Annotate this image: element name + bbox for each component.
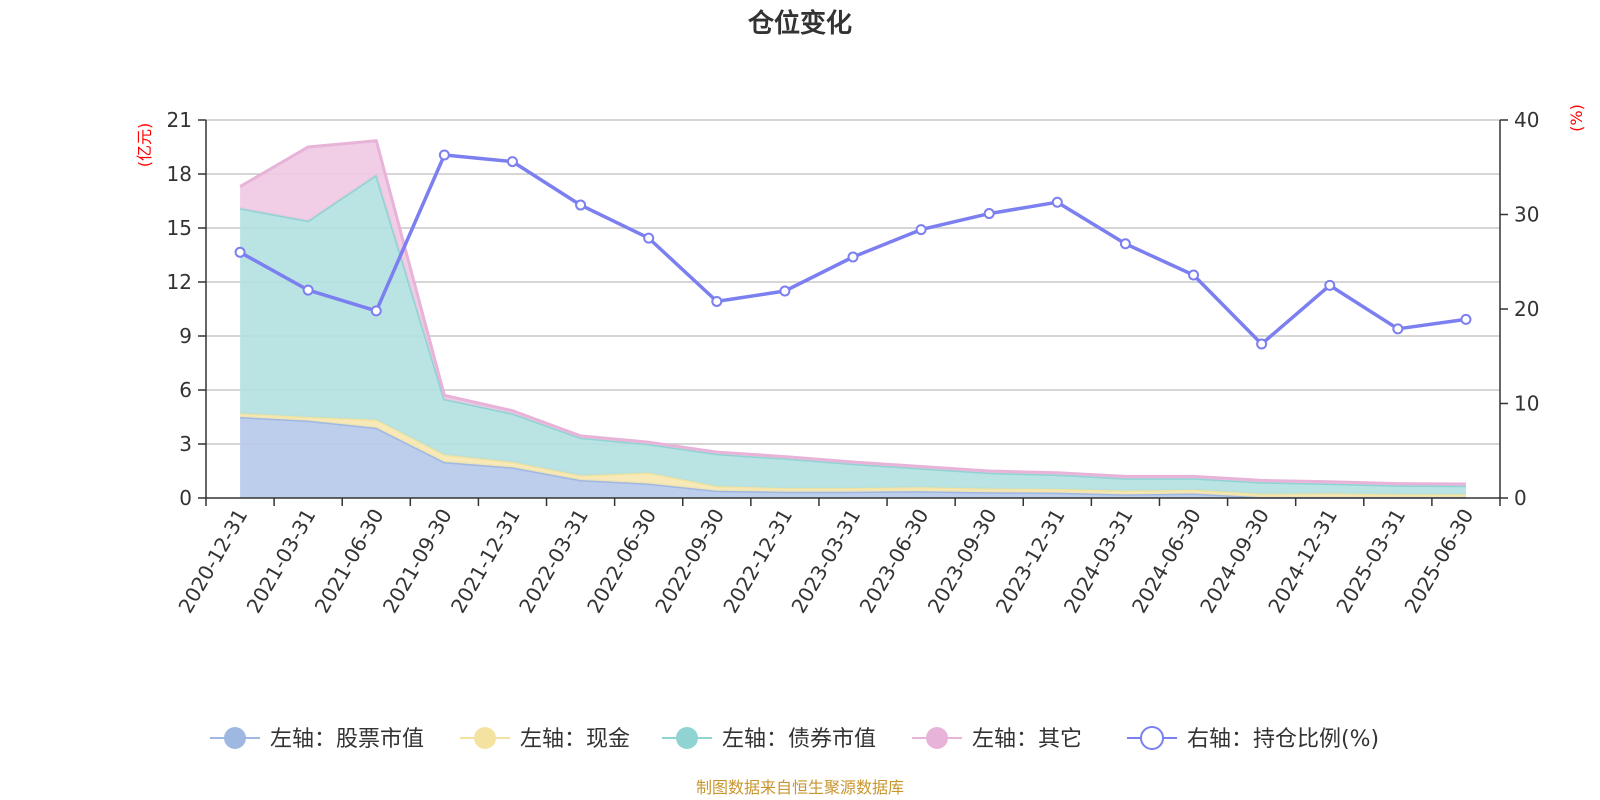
ratio-point	[575, 199, 587, 211]
ratio-point	[915, 224, 927, 236]
x-tick-label: 2022-12-31	[718, 505, 797, 618]
right-tick-label: 0	[1514, 486, 1527, 510]
ratio-point	[1392, 323, 1404, 335]
ratio-point	[302, 284, 314, 296]
x-tick-label: 2022-06-30	[582, 505, 661, 618]
ratio-point	[1324, 279, 1336, 291]
ratio-point	[1051, 196, 1063, 208]
legend-label-4: 右轴：持仓比例(%)	[1187, 727, 1379, 752]
x-tick-label: 2023-09-30	[923, 504, 1002, 617]
right-tick-label: 40	[1514, 108, 1539, 132]
x-tick-label: 2024-09-30	[1195, 505, 1274, 618]
right-tick-label: 20	[1514, 297, 1539, 321]
right-tick-label: 30	[1514, 203, 1539, 227]
x-tick-label: 2023-06-30	[855, 504, 934, 617]
x-tick-label: 2022-09-30	[650, 505, 729, 618]
left-tick-label: 18	[167, 162, 192, 186]
x-tick-label: 2020-12-31	[173, 505, 252, 618]
ratio-point	[506, 156, 518, 168]
left-tick-label: 21	[167, 108, 192, 132]
area-series-1	[240, 413, 1466, 498]
data-source-note: 制图数据来自恒生聚源数据库	[696, 778, 904, 797]
x-tick-label: 2021-09-30	[378, 505, 457, 618]
x-tick-label: 2022-03-31	[514, 505, 593, 618]
ratio-point	[847, 251, 859, 263]
legend-label-1: 左轴：现金	[520, 727, 630, 752]
ratio-point	[370, 305, 382, 317]
area-series-2	[240, 174, 1466, 495]
ratio-point	[643, 232, 655, 244]
left-tick-label: 15	[167, 216, 192, 240]
x-tick-label: 2024-12-31	[1263, 505, 1342, 618]
left-tick-label: 3	[179, 432, 192, 456]
right-axis-unit: (%)	[1567, 104, 1586, 132]
ratio-point	[1188, 269, 1200, 281]
area-series-0	[240, 417, 1466, 498]
x-tick-label: 2025-06-30	[1399, 505, 1478, 618]
x-tick-label: 2021-06-30	[310, 505, 389, 618]
x-tick-label: 2023-03-31	[786, 505, 865, 618]
ratio-point	[438, 149, 450, 161]
area-series-3	[240, 140, 1466, 486]
ratio-point	[983, 208, 995, 220]
ratio-point	[1256, 338, 1268, 350]
legend-label-0: 左轴：股票市值	[270, 727, 424, 752]
ratio-point	[1460, 313, 1472, 325]
ratio-point	[711, 295, 723, 307]
x-tick-label: 2021-12-31	[446, 505, 525, 618]
ratio-point	[1119, 238, 1131, 250]
holding-ratio-line	[234, 149, 1472, 350]
legend-label-3: 左轴：其它	[972, 727, 1082, 752]
ratio-point	[779, 285, 791, 297]
right-tick-label: 10	[1514, 392, 1539, 416]
legend: 左轴：股票市值 左轴：现金 左轴：债券市值 左轴：其它 右轴：持仓比例(%)	[210, 726, 1379, 752]
x-tick-label: 2024-03-31	[1059, 505, 1138, 618]
left-tick-label: 6	[179, 378, 192, 402]
legend-marker-4	[1140, 726, 1164, 750]
legend-marker-1	[474, 727, 496, 749]
legend-label-2: 左轴：债券市值	[722, 727, 876, 752]
chart-title: 仓位变化	[747, 8, 852, 39]
legend-marker-3	[926, 727, 948, 749]
legend-marker-2	[676, 727, 698, 749]
left-tick-label: 9	[179, 324, 192, 348]
left-tick-label: 12	[167, 270, 192, 294]
x-tick-label: 2024-06-30	[1127, 505, 1206, 618]
x-tick-label: 2021-03-31	[242, 505, 321, 618]
ratio-point	[234, 246, 246, 258]
area-series-edge-3	[239, 139, 1466, 486]
x-tick-label: 2023-12-31	[991, 505, 1070, 618]
left-axis-unit: (亿元)	[135, 123, 154, 168]
x-tick-label: 2025-03-31	[1331, 505, 1410, 618]
legend-marker-0	[224, 727, 246, 749]
left-tick-label: 0	[179, 486, 192, 510]
stacked-areas	[239, 139, 1466, 499]
